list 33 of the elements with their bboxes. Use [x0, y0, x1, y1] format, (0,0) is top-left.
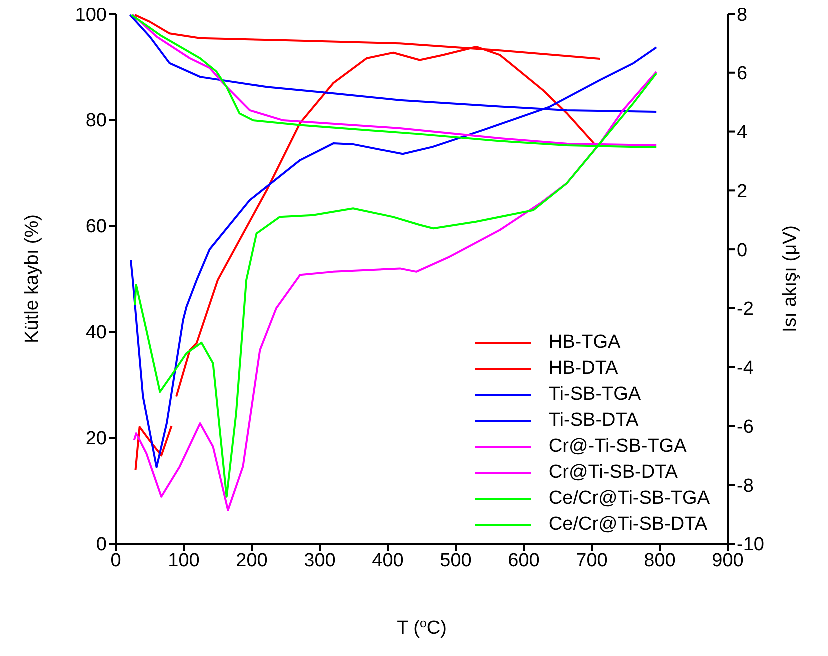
legend-label: Ce/Cr@Ti-SB-DTA [548, 513, 708, 537]
x-tick-label: 600 [508, 550, 540, 572]
y-tick-label: 20 [86, 428, 107, 450]
x-tick-label: 400 [372, 550, 404, 572]
y2-tick-label: 6 [737, 64, 748, 85]
y-tick-label: 40 [86, 322, 107, 344]
legend-label: HB-TGA [548, 331, 621, 355]
y2-axis-title: Isı akışı (μV) [780, 225, 801, 333]
y2-tick-label: 4 [737, 122, 748, 144]
x-axis-title: T ($^{o}$C) [397, 616, 447, 639]
y2-tick-label: -4 [737, 358, 754, 380]
legend-label: Cr@-Ti-SB-TGA [548, 435, 687, 459]
x-tick-label: 200 [236, 550, 268, 572]
legend-label: Ti-SB-TGA [548, 383, 642, 407]
y2-tick-label: -2 [737, 299, 754, 320]
legend-label: Cr@Ti-SB-DTA [548, 461, 678, 485]
x-tick-label: 500 [440, 550, 472, 572]
y2-tick-label: -6 [737, 416, 754, 438]
x-tick-label: 0 [110, 550, 122, 572]
legend-label: HB-DTA [548, 357, 618, 381]
x-tick-label: 300 [304, 550, 336, 572]
legend-label: Ti-SB-DTA [548, 409, 639, 433]
y2-tick-label: 0 [737, 240, 748, 262]
legend-label: Ce/Cr@Ti-SB-TGA [548, 487, 710, 511]
y-tick-label: 0 [96, 534, 107, 556]
y2-tick-label: -8 [737, 476, 754, 497]
y2-tick-label: 2 [737, 181, 748, 202]
y-tick-label: 60 [86, 216, 107, 238]
y-tick-label: 80 [86, 110, 107, 132]
x-tick-label: 800 [644, 550, 676, 572]
y-axis-title: Kütle kaybı (%) [22, 214, 43, 344]
x-tick-label: 700 [576, 550, 608, 572]
x-tick-label: 100 [168, 550, 200, 572]
